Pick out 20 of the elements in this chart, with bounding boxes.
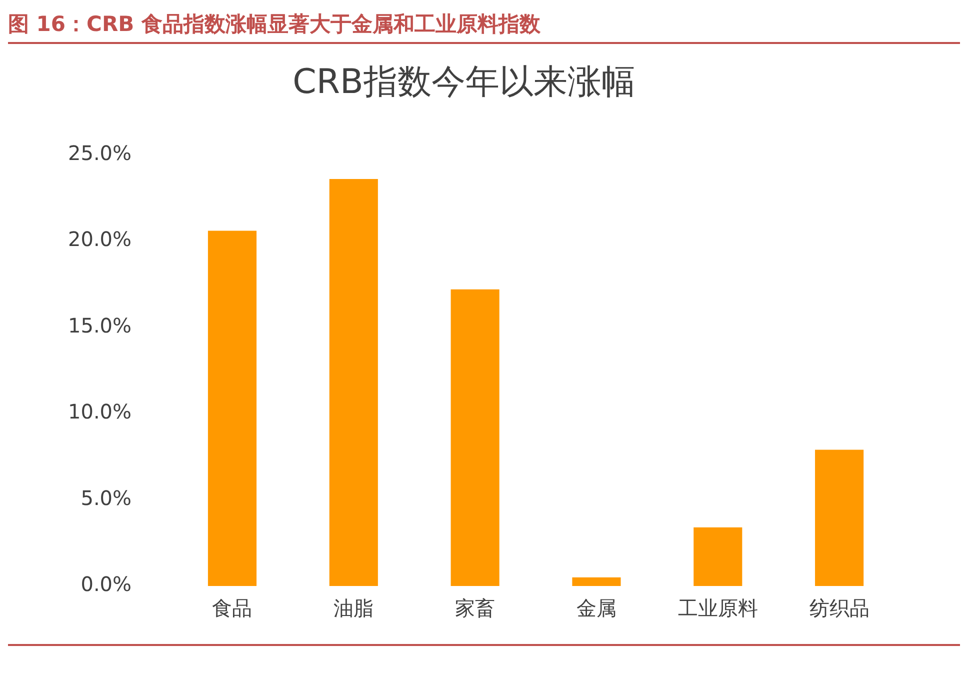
chart-title: 图 16：CRB 食品指数涨幅显著大于金属和工业原料指数	[8, 8, 960, 44]
x-tick-label: 油脂	[334, 596, 374, 620]
x-tick-label: 家畜	[455, 596, 496, 620]
y-tick-label: 10.0%	[68, 400, 132, 424]
bar	[450, 289, 500, 586]
x-tick-label: 金属	[576, 596, 616, 620]
y-tick-label: 20.0%	[68, 227, 132, 252]
bar	[694, 527, 742, 586]
chart-subtitle: CRB指数今年以来涨幅	[292, 62, 636, 102]
bar	[329, 178, 378, 586]
y-tick-label: 5.0%	[80, 486, 132, 510]
y-tick-label: 0.0%	[80, 572, 132, 596]
x-tick-label: 纺织品	[809, 596, 870, 620]
bar	[208, 230, 257, 586]
bar	[815, 450, 864, 586]
x-tick-label: 食品	[212, 596, 252, 620]
y-tick-label: 15.0%	[68, 313, 132, 338]
x-tick-label: 工业原料	[678, 596, 758, 620]
y-tick-label: 25.0%	[68, 141, 132, 166]
bar	[572, 577, 621, 586]
